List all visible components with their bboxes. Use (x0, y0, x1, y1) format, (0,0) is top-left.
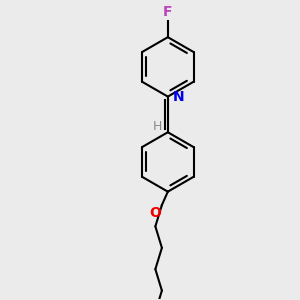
Text: O: O (149, 206, 161, 220)
Text: F: F (163, 5, 172, 20)
Text: H: H (153, 120, 162, 133)
Text: N: N (173, 90, 185, 104)
